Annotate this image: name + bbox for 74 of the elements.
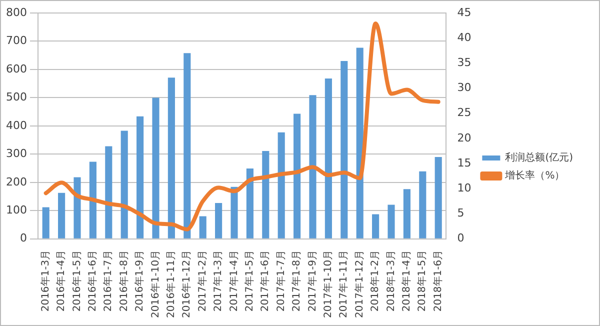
bar [184,53,191,238]
x-tick-label: 2016年1-11月 [165,250,178,318]
x-tick-label: 2016年1-8月 [118,250,130,312]
x-tick-label: 2016年1-9月 [134,250,146,312]
y-tick-label: 600 [6,62,27,76]
bar [278,132,285,238]
y2-tick-label: 45 [457,6,472,19]
x-tick-label: 2017年1-11月 [338,250,350,318]
bar [372,214,380,238]
x-tick-label: 2018年1-3月 [384,250,397,312]
y-tick-label: 800 [6,6,27,19]
y-tick-label: 700 [6,34,27,48]
bar [403,189,410,238]
x-tick-label: 2017年1-2月 [196,250,208,312]
bar [388,204,395,238]
x-tick-label: 2016年1-10月 [149,250,162,318]
y2-tick-label: 15 [457,156,472,170]
x-tick-label: 2017年1-7月 [274,250,287,312]
y-tick-label: 100 [6,203,27,216]
bar [230,186,238,238]
y2-tick-label: 20 [457,131,472,144]
y2-tick-label: 0 [457,232,464,245]
y-tick-label: 0 [20,232,27,245]
bar [434,156,442,238]
x-tick-label: 2018年1-6月 [432,250,444,312]
y2-tick-label: 25 [457,106,472,120]
y2-tick-label: 30 [457,81,472,94]
legend-label: 利润总额(亿元) [505,152,574,164]
y-tick-label: 200 [6,175,27,188]
line-series [44,22,440,232]
legend-label: 增长率（%） [504,170,565,182]
bar [105,146,112,238]
bar [309,95,316,238]
x-tick-label: 2017年1-6月 [259,250,272,312]
bar [340,60,348,238]
x-tick-label: 2018年1-4月 [400,250,413,312]
x-tick-label: 2017年1-12月 [353,250,366,318]
x-tick-label: 2016年1-12月 [180,250,193,318]
bar [419,171,426,238]
bar [324,78,332,238]
x-tick-label: 2017年1-5月 [244,250,256,312]
x-tick-label: 2016年1-6月 [86,250,99,312]
y2-tick-label: 40 [457,30,472,44]
x-tick-label: 2016年1-5月 [70,250,83,312]
bar [120,130,128,238]
bar [58,192,66,238]
bar [42,207,50,238]
bar [246,168,254,238]
x-tick-label: 2017年1-4月 [228,250,240,312]
x-tick-label: 2018年1-5月 [416,250,428,312]
x-tick-label: 2016年1-7月 [102,250,114,312]
x-tick-label: 2017年1-9月 [306,250,318,312]
y2-tick-label: 35 [457,56,472,70]
x-tick-label: 2017年1-10月 [322,250,334,318]
bar [294,114,301,238]
x-tick-label: 2016年1-4月 [55,250,68,312]
x-tick-label: 2016年1-3月 [39,250,52,312]
y-tick-label: 300 [6,147,27,160]
y-tick-label: 500 [6,90,27,104]
x-tick-label: 2017年1-8月 [290,250,303,312]
bar [262,151,270,238]
y2-tick-label: 5 [457,206,464,220]
bar [199,216,206,238]
bar [136,116,144,238]
y-tick-label: 400 [6,118,27,132]
y2-tick-label: 10 [457,182,472,195]
bar [215,203,222,238]
bar [152,98,160,238]
x-tick-label: 2017年1-3月 [212,250,224,312]
bar [356,48,364,238]
bar [74,177,81,238]
bar [168,78,175,238]
x-tick-label: 2018年1-2月 [369,250,382,312]
bar [89,162,96,238]
